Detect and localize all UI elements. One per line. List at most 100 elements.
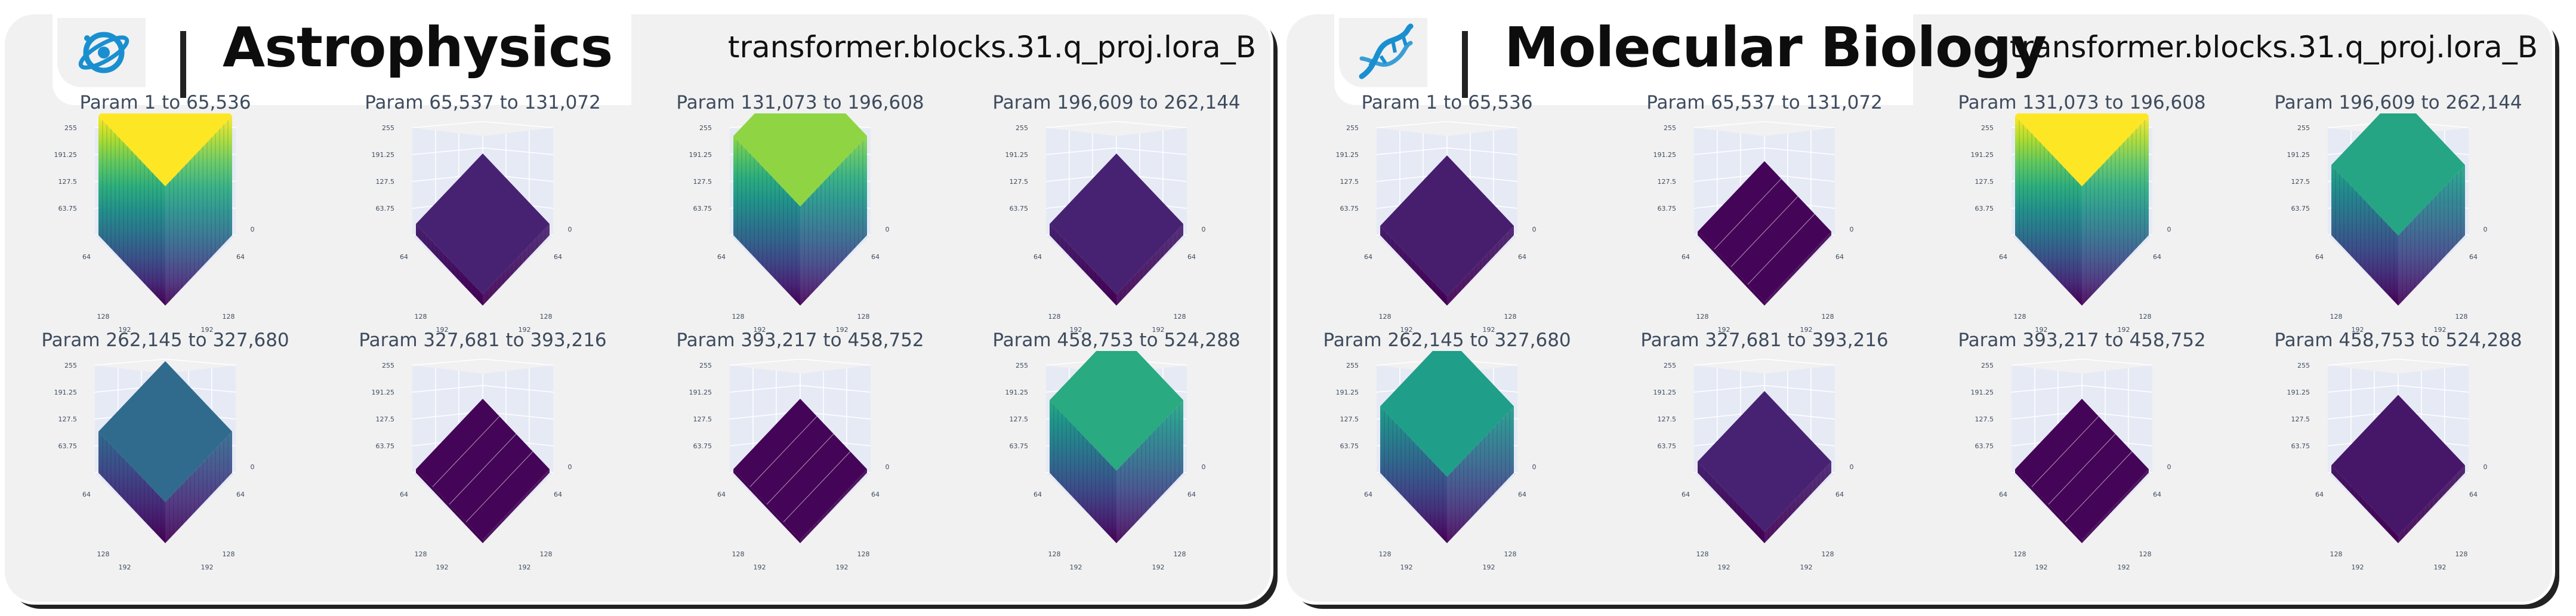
z-tick-label: 191.25 bbox=[1653, 151, 1677, 159]
z-tick-label: 255 bbox=[1346, 362, 1359, 369]
y-tick-label: 128 bbox=[1504, 313, 1517, 321]
bar-block-right-face bbox=[165, 431, 232, 543]
z-tick-label: 255 bbox=[2297, 124, 2310, 132]
subplot: Param 458,753 to 524,288 255 191.25 127.5 63… bbox=[2246, 329, 2550, 574]
z-tick-label: 255 bbox=[699, 362, 712, 369]
subplot-title: Param 196,609 to 262,144 bbox=[992, 92, 1241, 113]
y-tick-label: 192 bbox=[1483, 563, 1495, 571]
x-tick-label: 128 bbox=[1696, 550, 1709, 558]
subplot-title: Param 458,753 to 524,288 bbox=[2274, 329, 2522, 351]
z-tick-label: 191.25 bbox=[1971, 389, 1994, 396]
gridline bbox=[1693, 358, 1765, 366]
bar-block-left-face bbox=[1380, 226, 1447, 306]
subplot: Param 393,217 to 458,752 255 191.25 127.5 63… bbox=[648, 329, 952, 574]
x-tick-label: 192 bbox=[1400, 563, 1413, 571]
z-tick-label: 127.5 bbox=[376, 178, 395, 186]
z-tick-label: 127.5 bbox=[2291, 178, 2310, 186]
subplot-title: Param 1 to 65,536 bbox=[1361, 92, 1533, 113]
y-tick-label: 192 bbox=[201, 563, 214, 571]
gridline bbox=[1693, 384, 1765, 393]
x-tick-label: 64 bbox=[1999, 491, 2007, 498]
gridline bbox=[1045, 121, 1117, 128]
subplot-3d-plot: 255 191.25 127.5 63.75 64 128 192 0 64 128 192 bbox=[689, 358, 890, 571]
z-tick-label: 255 bbox=[64, 124, 77, 132]
panel-header: Molecular Biology bbox=[1334, 13, 2047, 105]
subplot-3d-plot: 255 191.25 127.5 63.75 64 128 192 0 64 128 192 bbox=[1653, 358, 1854, 571]
subplot-3d-plot: 255 191.25 127.5 63.75 64 128 192 0 64 128 192 bbox=[1971, 113, 2171, 334]
bar-grid bbox=[2065, 451, 2133, 522]
bar-grid bbox=[2048, 433, 2116, 505]
gridline bbox=[2398, 358, 2469, 366]
x-tick-label: 128 bbox=[1379, 313, 1392, 321]
z-tick-label: 63.75 bbox=[376, 205, 395, 212]
z-tick-label: 255 bbox=[1346, 124, 1359, 132]
z-tick-label: 127.5 bbox=[1010, 415, 1029, 423]
subplot-3d-plot: 255 191.25 127.5 63.75 64 128 192 0 64 128 192 bbox=[372, 358, 572, 571]
y-tick-label: 192 bbox=[201, 326, 214, 334]
x-tick-label: 192 bbox=[119, 326, 131, 334]
z-tick-label: 191.25 bbox=[54, 151, 78, 159]
z-tick-label: 255 bbox=[1664, 124, 1676, 132]
gridline bbox=[800, 358, 871, 366]
z-tick-label: 255 bbox=[1016, 124, 1028, 132]
z-tick-label: 191.25 bbox=[1653, 389, 1677, 396]
bar-block-top bbox=[733, 113, 867, 207]
x-tick-label: 64 bbox=[1034, 491, 1042, 498]
y-tick-label: 64 bbox=[2153, 253, 2161, 261]
z-tick-label: 191.25 bbox=[1005, 151, 1029, 159]
z-tick-label: 191.25 bbox=[2287, 151, 2310, 159]
y-tick-label: 128 bbox=[857, 550, 870, 558]
z-tick-label: 191.25 bbox=[54, 389, 78, 396]
y-tick-label: 192 bbox=[836, 563, 849, 571]
bar-grid bbox=[766, 433, 834, 505]
z-tick-label: 255 bbox=[382, 362, 394, 369]
gridline bbox=[729, 384, 801, 393]
subplot: Param 458,753 to 524,288 255 191.25 127.5 63… bbox=[964, 329, 1269, 574]
x-tick-label: 192 bbox=[2352, 326, 2364, 334]
y-tick-label: 192 bbox=[1800, 563, 1813, 571]
x-tick-label: 192 bbox=[436, 326, 449, 334]
z-tick-label: 63.75 bbox=[2291, 442, 2310, 450]
back-wall-left bbox=[1694, 365, 1764, 473]
z-tick-label: 255 bbox=[1664, 362, 1676, 369]
subplot: Param 393,217 to 458,752 255 191.25 127.5 63… bbox=[1930, 329, 2234, 574]
y-tick-label: 0 bbox=[2167, 226, 2171, 233]
y-tick-label: 0 bbox=[1532, 463, 1537, 471]
z-tick-label: 191.25 bbox=[689, 151, 712, 159]
y-tick-label: 128 bbox=[540, 313, 553, 321]
x-tick-label: 64 bbox=[400, 253, 408, 261]
subplot: Param 262,145 to 327,680 255 191.25 127.5 63… bbox=[1295, 329, 1599, 574]
x-tick-label: 192 bbox=[1718, 326, 1730, 334]
subplot-3d-plot: 255 191.25 127.5 63.75 64 128 192 0 64 128 192 bbox=[1336, 121, 1537, 334]
z-tick-label: 191.25 bbox=[1336, 151, 1359, 159]
z-tick-label: 63.75 bbox=[1010, 205, 1029, 212]
y-tick-label: 192 bbox=[2434, 326, 2447, 334]
y-tick-label: 192 bbox=[1152, 326, 1165, 334]
separator bbox=[1462, 31, 1468, 98]
bar-block-right-face bbox=[800, 135, 867, 306]
gridline bbox=[412, 384, 483, 393]
y-tick-label: 64 bbox=[2469, 491, 2478, 498]
bar-grid bbox=[783, 451, 851, 522]
x-tick-label: 64 bbox=[400, 491, 408, 498]
x-tick-label: 64 bbox=[82, 491, 91, 498]
y-tick-label: 64 bbox=[1518, 491, 1526, 498]
icon-box bbox=[57, 18, 146, 87]
subplot-3d-plot: 255 191.25 127.5 63.75 64 128 192 0 64 128 192 bbox=[1971, 358, 2171, 571]
bar-block-top bbox=[1380, 155, 1514, 297]
subplot-3d-plot: 255 191.25 127.5 63.75 64 128 192 0 64 128 192 bbox=[689, 113, 890, 334]
y-tick-label: 128 bbox=[1822, 313, 1834, 321]
subplot-title: Param 196,609 to 262,144 bbox=[2274, 92, 2522, 113]
bar-block-left-face bbox=[416, 224, 483, 306]
gridline bbox=[412, 121, 483, 128]
z-tick-label: 255 bbox=[382, 124, 394, 132]
z-tick-label: 127.5 bbox=[1340, 178, 1359, 186]
back-wall-left bbox=[412, 365, 483, 473]
bar-block-left-face bbox=[733, 135, 800, 306]
z-tick-label: 127.5 bbox=[58, 178, 78, 186]
subplot-3d-plot: 255 191.25 127.5 63.75 64 128 192 0 64 128 192 bbox=[1005, 121, 1206, 334]
x-tick-label: 192 bbox=[1400, 326, 1413, 334]
subplot-title: Param 1 to 65,536 bbox=[79, 92, 251, 113]
x-tick-label: 128 bbox=[2330, 313, 2343, 321]
subplot: Param 196,609 to 262,144 255 191.25 127.5 63… bbox=[2246, 92, 2550, 337]
